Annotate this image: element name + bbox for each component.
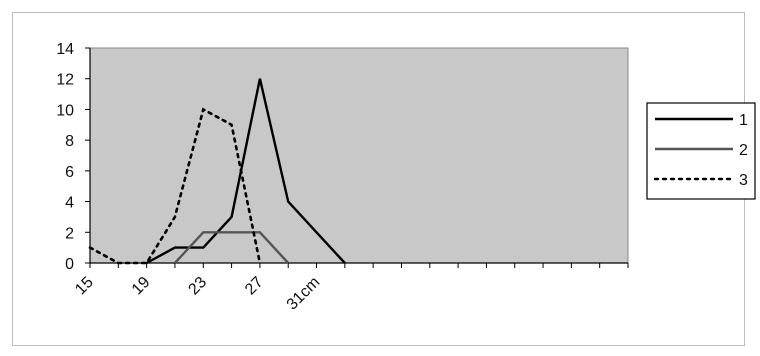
x-tick-label: 23	[185, 274, 210, 299]
y-tick-label: 8	[65, 133, 74, 150]
x-tick-label: 15	[72, 274, 97, 299]
series-line-1	[146, 78, 346, 265]
y-tick-label: 0	[65, 256, 74, 273]
series-line-3	[88, 107, 262, 265]
legend: 1 2 3	[646, 102, 756, 200]
y-tick-label: 4	[65, 195, 74, 212]
x-tick-label-group: 27	[242, 274, 267, 299]
x-tick-label: 31cm	[284, 274, 324, 314]
x-tick-label: 19	[129, 274, 154, 299]
x-tick-label: 27	[242, 274, 267, 299]
legend-label-1: 1	[739, 112, 748, 129]
y-tick-label: 10	[56, 102, 74, 119]
y-tick-label: 2	[65, 225, 74, 242]
series-layer	[88, 78, 346, 265]
x-tick-label-group: 31cm	[284, 274, 324, 314]
x-tick-label-group: 23	[185, 274, 210, 299]
x-tick-label-group: 19	[129, 274, 154, 299]
legend-label-3: 3	[739, 172, 748, 189]
legend-label-2: 2	[739, 142, 748, 159]
plot-area	[89, 47, 629, 264]
x-tick-label-group: 15	[72, 274, 97, 299]
y-tick-label: 14	[56, 41, 74, 58]
series-line-2	[174, 231, 290, 264]
y-tick-label: 6	[65, 164, 74, 181]
y-tick-label: 12	[56, 72, 74, 89]
